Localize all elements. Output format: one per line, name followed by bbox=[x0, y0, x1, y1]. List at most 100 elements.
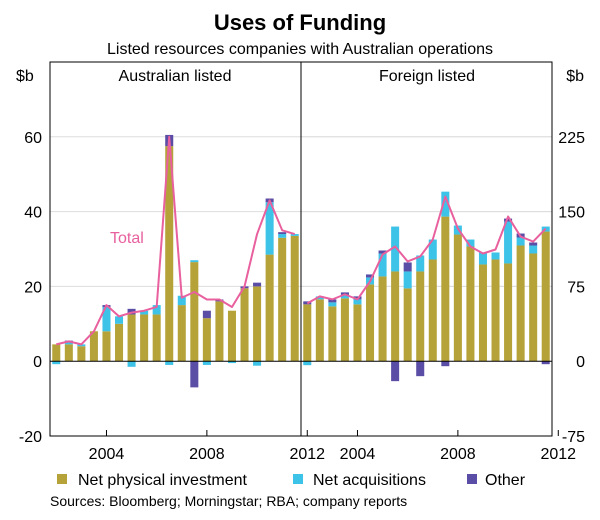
au-bar-physical-19 bbox=[290, 235, 299, 362]
chart-title: Uses of Funding bbox=[214, 10, 386, 35]
fl-bar-physical-5 bbox=[366, 284, 375, 362]
fl-x-tick-label: 2008 bbox=[440, 446, 476, 463]
au-bar-other-16 bbox=[253, 282, 262, 287]
fl-bar-physical-17 bbox=[516, 245, 525, 362]
fl-bar-acquisitions-1 bbox=[315, 296, 324, 300]
au-bar-physical-4 bbox=[102, 331, 111, 362]
legend-swatch-acquisitions bbox=[293, 474, 303, 484]
fl-bar-other-5 bbox=[366, 274, 375, 278]
fl-bar-acquisitions-9 bbox=[416, 255, 425, 272]
fl-bar-acquisitions-7 bbox=[391, 226, 400, 272]
fl-bar-other-7 bbox=[391, 361, 400, 382]
fl-bar-other-6 bbox=[378, 250, 387, 254]
fl-bar-other-16 bbox=[504, 218, 513, 222]
au-bar-physical-7 bbox=[140, 314, 149, 362]
fl-bar-acquisitions-4 bbox=[353, 299, 362, 305]
fl-total-line bbox=[306, 195, 547, 305]
right-tick-label: -75 bbox=[562, 429, 585, 446]
left-tick-label: 60 bbox=[24, 130, 42, 147]
fl-bar-physical-18 bbox=[529, 253, 538, 362]
fl-bar-physical-9 bbox=[416, 271, 425, 362]
au-bar-acquisitions-0 bbox=[52, 361, 61, 365]
fl-bar-physical-6 bbox=[378, 276, 387, 362]
left-tick-label: 40 bbox=[24, 205, 42, 222]
fl-bar-acquisitions-0 bbox=[303, 361, 312, 366]
au-bar-physical-17 bbox=[265, 254, 274, 362]
fl-bar-physical-16 bbox=[504, 263, 513, 362]
au-bar-physical-11 bbox=[190, 262, 199, 362]
au-bar-acquisitions-16 bbox=[253, 361, 262, 366]
au-bar-physical-3 bbox=[89, 331, 98, 362]
au-bar-physical-15 bbox=[240, 288, 249, 362]
au-x-tick-label: 2004 bbox=[89, 446, 125, 463]
panel-title-foreign-listed: Foreign listed bbox=[379, 68, 475, 85]
au-bar-physical-13 bbox=[215, 301, 224, 362]
fl-bar-physical-2 bbox=[328, 306, 337, 362]
au-bar-physical-14 bbox=[227, 310, 236, 362]
fl-bar-other-9 bbox=[416, 361, 425, 377]
fl-bar-other-19 bbox=[541, 361, 550, 365]
au-bar-acquisitions-5 bbox=[115, 316, 124, 324]
au-bar-physical-1 bbox=[64, 344, 73, 362]
fl-bar-physical-8 bbox=[403, 288, 412, 362]
right-tick-label: 225 bbox=[558, 130, 585, 147]
legend: Net physical investment Net acquisitions… bbox=[57, 472, 526, 489]
au-bar-acquisitions-1 bbox=[64, 342, 73, 345]
fl-bar-acquisitions-2 bbox=[328, 302, 337, 307]
au-bar-physical-9 bbox=[165, 146, 174, 362]
au-bar-acquisitions-4 bbox=[102, 306, 111, 332]
fl-bar-acquisitions-6 bbox=[378, 253, 387, 277]
fl-bar-acquisitions-15 bbox=[491, 252, 500, 260]
left-tick-label: 20 bbox=[24, 279, 42, 296]
panel-title-australian-listed: Australian listed bbox=[119, 68, 232, 85]
total-annotation: Total bbox=[110, 230, 144, 247]
legend-swatch-physical bbox=[57, 474, 67, 484]
au-bar-physical-16 bbox=[253, 286, 262, 362]
fl-bar-physical-19 bbox=[541, 231, 550, 362]
left-tick-label: 0 bbox=[33, 354, 42, 371]
right-tick-label: 0 bbox=[576, 354, 585, 371]
fl-x-tick-label: 2004 bbox=[340, 446, 376, 463]
fl-bar-other-11 bbox=[441, 361, 450, 367]
fl-bar-physical-10 bbox=[428, 259, 437, 362]
right-tick-label: 75 bbox=[567, 279, 585, 296]
fl-bar-physical-0 bbox=[303, 304, 312, 362]
legend-label-acquisitions: Net acquisitions bbox=[313, 472, 426, 489]
legend-swatch-other bbox=[467, 474, 477, 484]
au-x-tick-label: 2008 bbox=[189, 446, 225, 463]
fl-bar-physical-1 bbox=[315, 299, 324, 362]
au-bar-acquisitions-18 bbox=[278, 234, 287, 238]
fl-bar-acquisitions-14 bbox=[478, 252, 487, 265]
chart-subtitle: Listed resources companies with Australi… bbox=[107, 41, 493, 58]
au-x-tick-label: 2012 bbox=[289, 446, 325, 463]
au-bar-other-11 bbox=[190, 361, 199, 388]
fl-bar-physical-13 bbox=[466, 246, 475, 362]
fl-bar-physical-11 bbox=[441, 216, 450, 362]
au-bar-acquisitions-7 bbox=[140, 310, 149, 315]
au-bar-acquisitions-10 bbox=[177, 295, 186, 306]
fl-bar-physical-14 bbox=[478, 264, 487, 362]
au-bar-acquisitions-9 bbox=[165, 361, 174, 365]
fl-bar-acquisitions-13 bbox=[466, 239, 475, 247]
fl-bar-physical-3 bbox=[340, 298, 349, 362]
fl-bar-acquisitions-8 bbox=[403, 271, 412, 289]
au-bar-physical-12 bbox=[202, 318, 211, 362]
fl-bar-other-18 bbox=[529, 242, 538, 246]
legend-label-physical: Net physical investment bbox=[78, 472, 248, 489]
au-bar-acquisitions-11 bbox=[190, 260, 199, 263]
au-bar-acquisitions-19 bbox=[290, 234, 299, 236]
au-bar-acquisitions-17 bbox=[265, 202, 274, 255]
au-bar-physical-2 bbox=[77, 346, 86, 362]
au-bar-other-12 bbox=[202, 310, 211, 319]
fl-bar-other-8 bbox=[403, 262, 412, 272]
au-bar-acquisitions-12 bbox=[202, 361, 211, 365]
fl-bar-acquisitions-10 bbox=[428, 239, 437, 260]
au-bar-acquisitions-8 bbox=[152, 305, 161, 315]
fl-bar-acquisitions-18 bbox=[529, 245, 538, 254]
fl-x-tick-label: 2012 bbox=[540, 446, 576, 463]
au-bar-physical-0 bbox=[52, 344, 61, 362]
fl-bar-acquisitions-11 bbox=[441, 191, 450, 217]
left-unit-label: $b bbox=[16, 68, 34, 85]
au-bar-other-18 bbox=[278, 232, 287, 235]
